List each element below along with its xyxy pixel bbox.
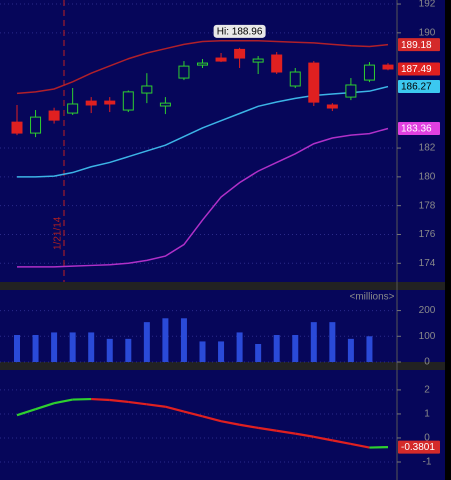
value-label-box xyxy=(398,38,440,52)
oscillator-segment xyxy=(128,400,147,406)
y-tick-label: 190 xyxy=(419,27,436,38)
oscillator-segment xyxy=(295,432,314,438)
value-label-box xyxy=(398,62,440,76)
y-tick-label: 180 xyxy=(419,172,436,183)
volume-bar xyxy=(69,332,76,362)
axis-area xyxy=(397,0,445,480)
y-tick-label: 182 xyxy=(419,143,436,154)
candle-body xyxy=(197,62,208,66)
volume-bar xyxy=(366,336,373,362)
candle-body xyxy=(252,58,264,63)
y-tick-label: 100 xyxy=(419,331,436,342)
oscillator-segment xyxy=(350,442,370,449)
volume-bar xyxy=(32,335,39,362)
volume-bar xyxy=(273,335,280,362)
volume-bar xyxy=(347,338,354,362)
y-tick-label: 2 xyxy=(424,385,430,396)
candle-body xyxy=(30,116,42,134)
oscillator-segment xyxy=(53,398,73,405)
volume-bar xyxy=(180,318,187,362)
candle-body xyxy=(122,91,134,111)
volume-bar xyxy=(88,332,95,362)
separator xyxy=(0,362,445,370)
volume-bar xyxy=(125,338,132,362)
event-label: 1/21/14 xyxy=(53,216,64,250)
candle-body xyxy=(159,102,171,107)
volume-bar xyxy=(236,332,243,362)
candle-body xyxy=(234,48,246,59)
value-label: 186.27 xyxy=(401,82,432,93)
volume-bar xyxy=(292,335,299,362)
candle-body xyxy=(104,100,116,105)
candle-body xyxy=(271,54,283,73)
candle-body xyxy=(67,103,79,114)
oscillator-segment xyxy=(257,426,277,432)
volume-panel xyxy=(0,290,397,362)
y-tick-label: 192 xyxy=(419,0,436,10)
y-tick-label: 178 xyxy=(419,200,436,211)
value-label: 187.49 xyxy=(401,64,432,75)
oscillator-segment xyxy=(332,439,352,446)
volume-bar xyxy=(162,318,169,362)
high-label: Hi: 188.96 xyxy=(217,26,263,37)
oscillator-segment xyxy=(146,403,166,408)
oscillator-segment xyxy=(91,397,110,402)
oscillator-segment xyxy=(220,420,240,426)
band-line xyxy=(17,85,389,178)
candle-body xyxy=(178,65,190,79)
oscillator-segment xyxy=(109,398,129,404)
separator xyxy=(0,282,445,290)
edge xyxy=(445,0,451,480)
oscillator-panel xyxy=(0,370,397,480)
oscillator-segment xyxy=(16,408,36,417)
candle-body xyxy=(382,64,394,70)
candle-body xyxy=(141,85,153,94)
oscillator-segment xyxy=(313,435,333,442)
unit-label: <millions> xyxy=(349,292,394,303)
oscillator-segment xyxy=(35,402,55,411)
candle-body xyxy=(48,110,60,121)
candle-body xyxy=(363,64,375,81)
band-line xyxy=(16,40,389,95)
candle-body xyxy=(289,71,301,87)
volume-bar xyxy=(255,344,262,362)
oscillator-segment xyxy=(239,423,259,429)
candle-body xyxy=(11,121,23,134)
y-tick-label: 1 xyxy=(424,409,430,420)
y-tick-label: 200 xyxy=(419,305,436,316)
value-label-box xyxy=(398,121,440,135)
volume-bar xyxy=(218,341,225,362)
candle-body xyxy=(345,84,357,98)
value-label-box xyxy=(398,80,440,94)
value-label: -0.3801 xyxy=(401,442,435,453)
volume-bar xyxy=(51,332,58,362)
candle-body xyxy=(326,104,338,109)
value-label: 183.36 xyxy=(401,124,432,135)
value-label: 189.18 xyxy=(401,40,432,51)
y-tick-label: 174 xyxy=(419,258,436,269)
oscillator-segment xyxy=(202,415,222,423)
oscillator-segment xyxy=(276,429,296,435)
oscillator-segment xyxy=(183,410,203,418)
candle-body xyxy=(215,57,227,62)
y-tick-label: 0 xyxy=(424,357,430,368)
high-label-box xyxy=(213,24,266,38)
band-line xyxy=(17,127,389,268)
oscillator-segment xyxy=(165,405,185,413)
value-label-box xyxy=(398,440,440,454)
candle-body xyxy=(85,100,97,106)
volume-bar xyxy=(329,322,336,362)
volume-bar xyxy=(106,338,113,362)
volume-bar xyxy=(310,322,317,362)
candle-body xyxy=(308,62,320,103)
y-tick-label: 0 xyxy=(424,433,430,444)
volume-bar xyxy=(143,322,150,362)
y-tick-label: 176 xyxy=(419,229,436,240)
volume-bar xyxy=(14,335,20,362)
price-panel xyxy=(0,0,397,282)
volume-bar xyxy=(199,341,206,362)
y-tick-label: -1 xyxy=(423,457,432,468)
